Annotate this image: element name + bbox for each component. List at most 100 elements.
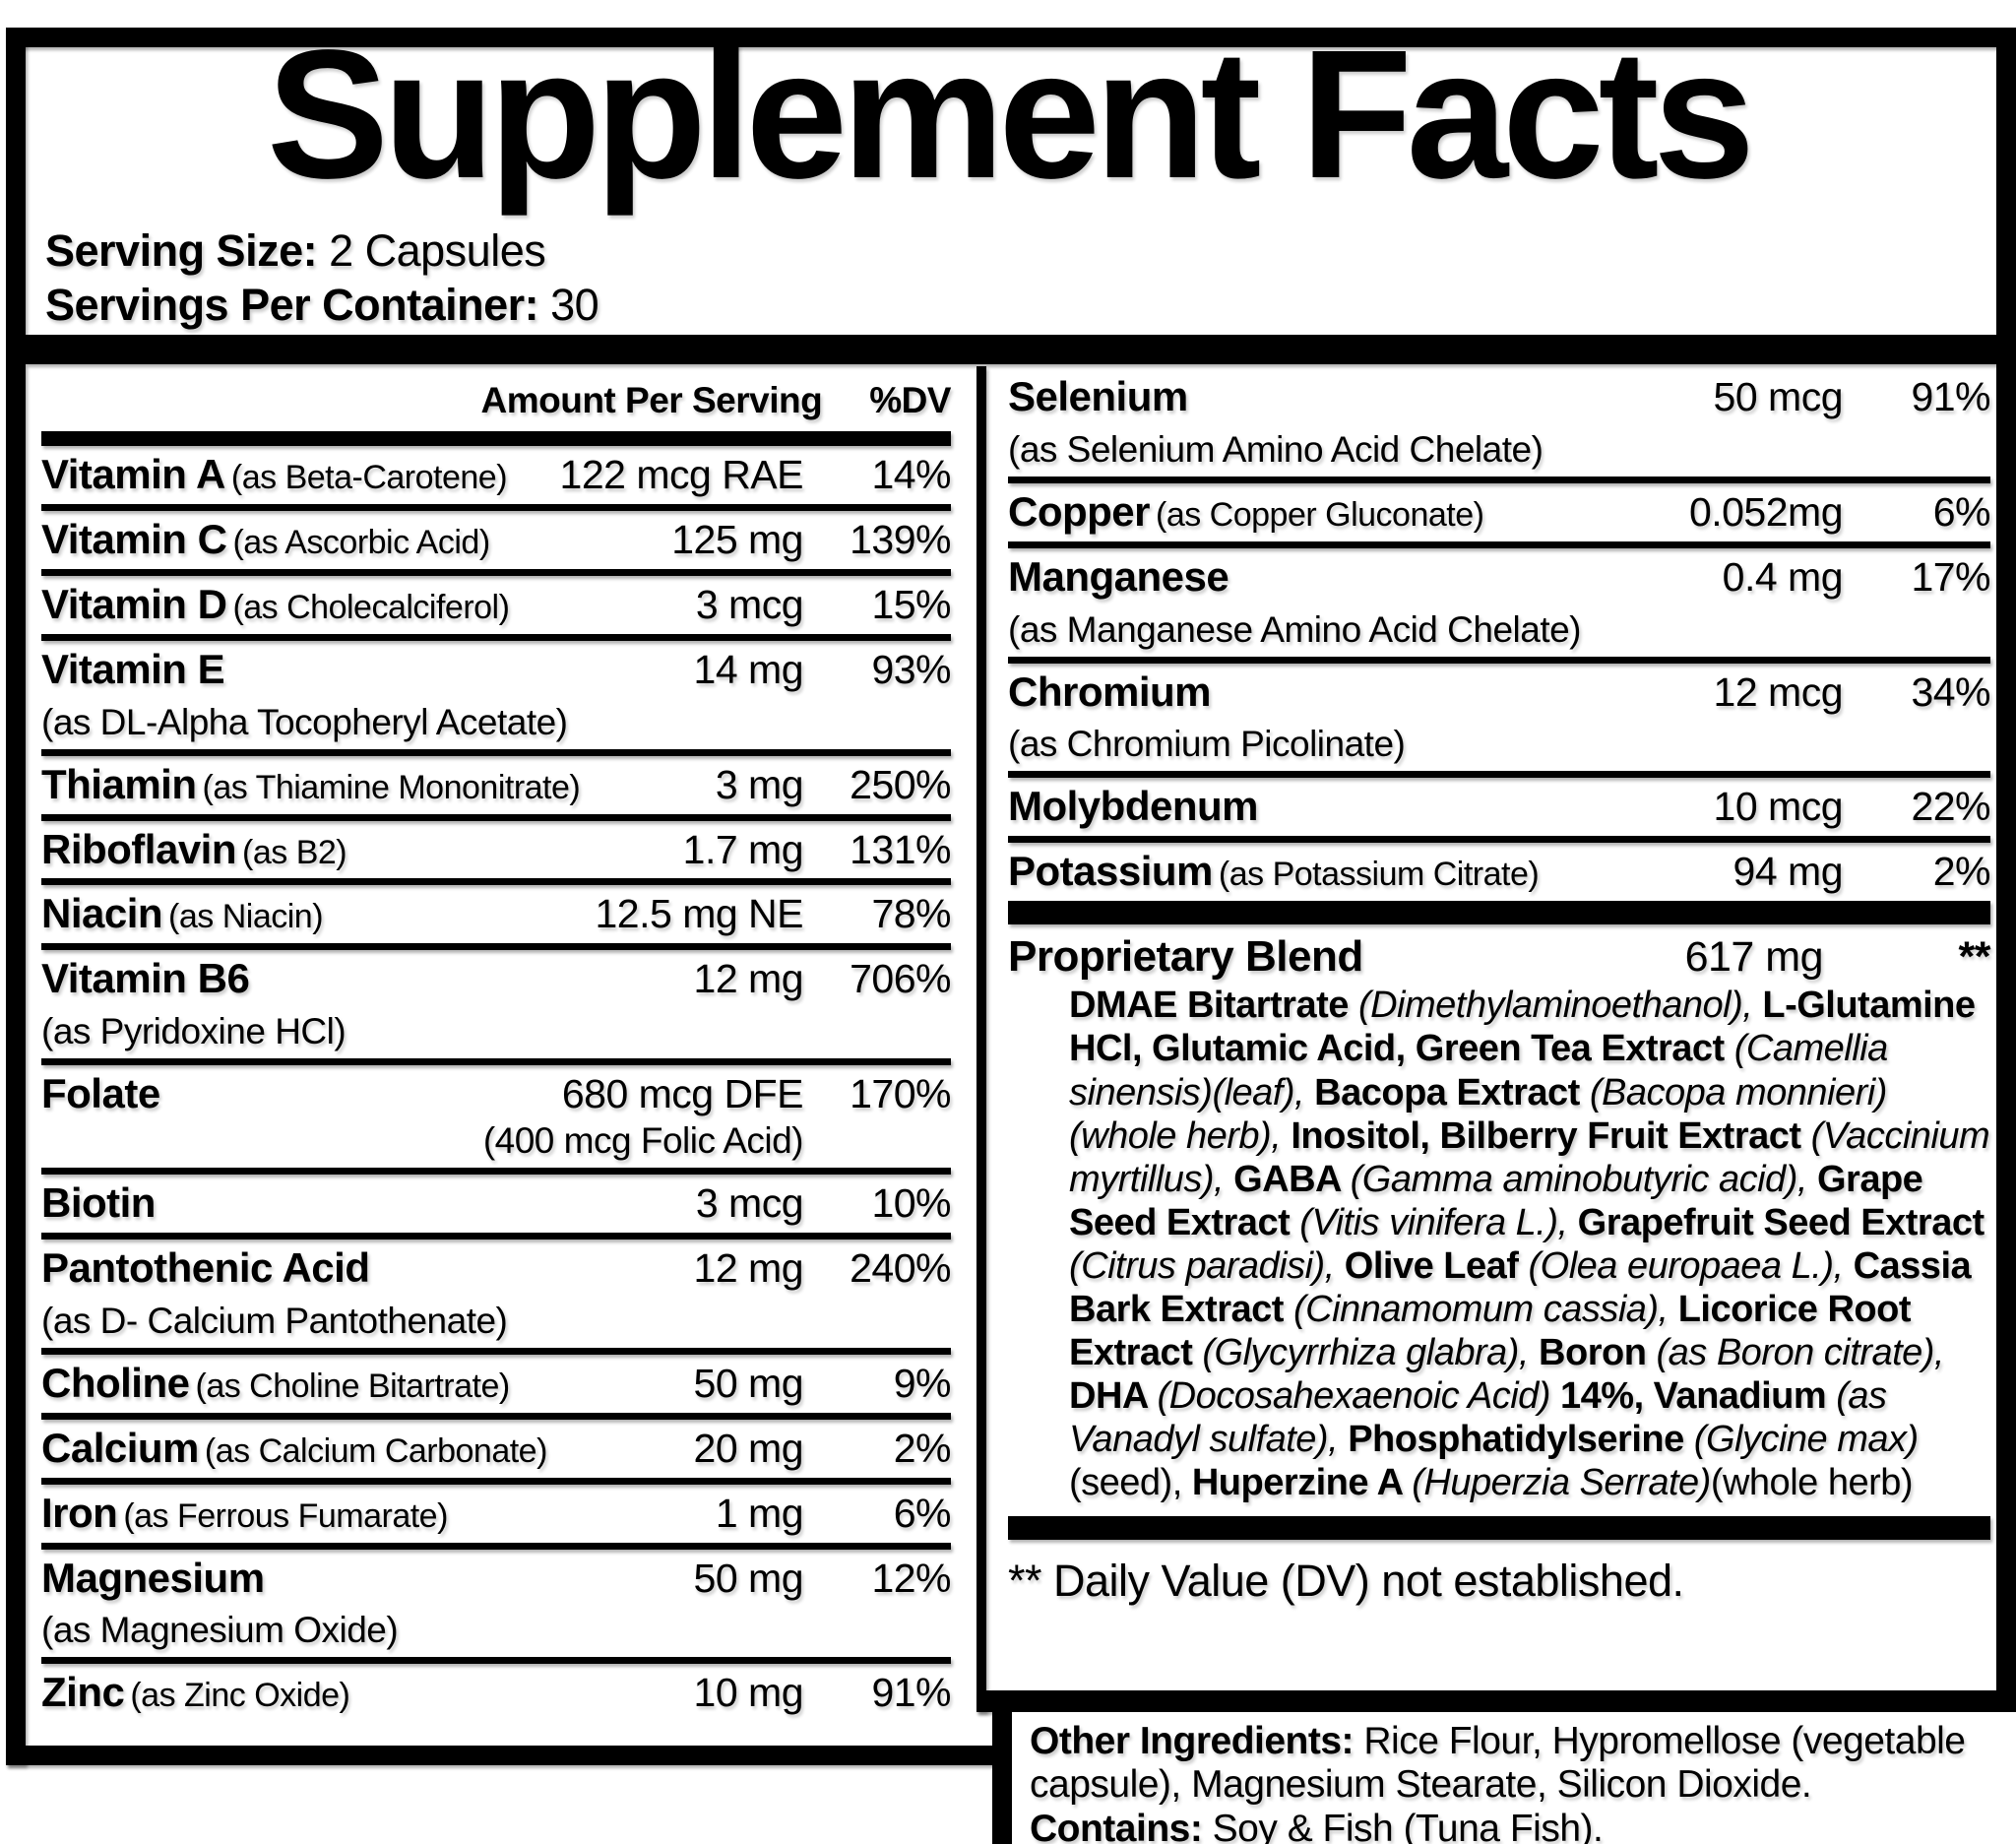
nutrient-amount-sub: (400 mcg Folic Acid) bbox=[482, 1120, 804, 1162]
nutrient-dv: 2% bbox=[1932, 849, 1991, 895]
nutrient-name: Thiamin bbox=[41, 760, 197, 807]
serving-size-label: Serving Size: bbox=[45, 225, 318, 276]
nutrient-dv: 10% bbox=[871, 1179, 951, 1226]
nutrient-dv: 91% bbox=[871, 1670, 951, 1716]
serving-info: Serving Size: 2 Capsules Servings Per Co… bbox=[45, 224, 599, 333]
contains-list: Soy & Fish (Tuna Fish). bbox=[1202, 1807, 1604, 1844]
row-divider bbox=[1008, 540, 1990, 548]
row-divider bbox=[1008, 771, 1990, 779]
row-divider bbox=[41, 1232, 951, 1240]
proprietary-blend-amount: 617 mg bbox=[1684, 933, 1824, 982]
nutrient-form: (as Beta-Carotene) bbox=[230, 459, 508, 496]
row-divider bbox=[41, 503, 951, 511]
nutrient-row-calcium: Calcium (as Calcium Carbonate) 20 mg 2% bbox=[41, 1420, 952, 1478]
blend-segment: (Dimethylaminoethanol), bbox=[1357, 985, 1763, 1027]
servings-per-container-value: 30 bbox=[538, 279, 599, 330]
right-column-bottom-bar bbox=[976, 1690, 2016, 1712]
nutrient-row-manganese: Manganese 0.4 mg 17% (as Manganese Amino A… bbox=[1008, 548, 1991, 657]
blend-segment: (Camellia sinensis)(leaf), bbox=[1069, 1028, 1888, 1113]
nutrient-amount: 12.5 mg NE bbox=[595, 891, 804, 937]
nutrient-form: (as Copper Gluconate) bbox=[1156, 495, 1484, 534]
nutrient-name: Magnesium bbox=[41, 1554, 265, 1601]
nutrient-form: (as Choline Bitartrate) bbox=[195, 1367, 511, 1405]
nutrient-amount: 94 mg bbox=[1732, 849, 1844, 895]
nutrient-name: Vitamin A bbox=[41, 451, 225, 497]
blend-segment: GABA bbox=[1233, 1158, 1351, 1200]
blend-segment: (Gamma aminobutyric acid), bbox=[1350, 1158, 1817, 1200]
nutrient-row-vitamin-e: Vitamin E 14 mg 93% (as DL-Alpha Tocophery… bbox=[41, 641, 952, 749]
dv-header: %DV bbox=[869, 380, 951, 420]
blend-segment: DHA bbox=[1069, 1375, 1158, 1418]
serving-size-row: Serving Size: 2 Capsules bbox=[45, 224, 598, 279]
nutrient-dv: 706% bbox=[850, 956, 951, 1002]
nutrient-dv: 131% bbox=[850, 826, 951, 872]
nutrient-dv: 12% bbox=[871, 1555, 951, 1601]
blend-segment: (Huperzia Serrate) bbox=[1412, 1462, 1711, 1504]
nutrient-row-potassium: Potassium (as Potassium Citrate) 94 mg 2% bbox=[1008, 843, 1991, 901]
nutrient-amount: 12 mcg bbox=[1713, 668, 1844, 715]
blend-segment: (Glycine max) bbox=[1693, 1419, 1919, 1461]
blend-segment: (Bacopa monnieri)(whole herb), bbox=[1069, 1071, 1887, 1157]
nutrient-name: Potassium bbox=[1008, 848, 1213, 895]
nutrient-amount: 0.4 mg bbox=[1722, 553, 1844, 600]
nutrient-dv: 22% bbox=[1911, 784, 1990, 830]
blend-segment: Grapefruit Seed Extract bbox=[1577, 1201, 1984, 1243]
blend-segment: (Cinnamomum cassia), bbox=[1292, 1288, 1678, 1330]
nutrient-name: Iron bbox=[41, 1489, 118, 1536]
nutrient-amount: 10 mg bbox=[693, 1670, 804, 1716]
blend-segment: Boron bbox=[1539, 1331, 1657, 1373]
blend-segment: (Docosahexaenoic Acid) bbox=[1157, 1375, 1561, 1418]
nutrient-amount: 125 mg bbox=[671, 516, 803, 562]
nutrient-amount: 3 mcg bbox=[695, 1179, 804, 1226]
nutrient-form: (as Cholecalciferol) bbox=[232, 588, 510, 626]
nutrient-amount: 1 mg bbox=[715, 1490, 804, 1536]
nutrient-form: (as Ferrous Fumarate) bbox=[123, 1496, 448, 1535]
nutrient-amount: 50 mcg bbox=[1713, 374, 1844, 419]
blend-segment: Licorice Root Extract bbox=[1069, 1288, 1912, 1373]
nutrient-dv: 9% bbox=[893, 1360, 952, 1406]
nutrient-form: (as B2) bbox=[242, 833, 347, 871]
nutrient-dv: 93% bbox=[871, 646, 951, 692]
blend-segment: Cassia Bark Extract bbox=[1069, 1244, 1972, 1330]
nutrient-row-niacin: Niacin (as Niacin) 12.5 mg NE 78% bbox=[41, 885, 952, 943]
nutrient-row-chromium: Chromium 12 mcg 34% (as Chromium Picolinat… bbox=[1008, 664, 1991, 772]
nutrient-row-zinc: Zinc (as Zinc Oxide) 10 mg 91% bbox=[41, 1664, 952, 1722]
nutrient-name: Manganese bbox=[1008, 552, 1229, 600]
nutrient-name: Choline bbox=[41, 1359, 190, 1406]
nutrient-form-sub: (as Pyridoxine HCl) bbox=[41, 1011, 346, 1052]
nutrient-row-thiamin: Thiamin (as Thiamine Mononitrate) 3 mg 250% bbox=[41, 756, 952, 814]
nutrient-name: Riboflavin bbox=[41, 825, 237, 872]
nutrient-dv: 14% bbox=[871, 452, 951, 497]
blend-segment: (seed), bbox=[1069, 1462, 1192, 1504]
nutrient-row-molybdenum: Molybdenum 10 mcg 22% bbox=[1008, 778, 1991, 836]
proprietary-blend-name: Proprietary Blend bbox=[1008, 932, 1363, 982]
nutrient-dv: 78% bbox=[871, 891, 951, 937]
row-divider bbox=[1008, 476, 1990, 483]
nutrient-name: Chromium bbox=[1008, 668, 1212, 715]
blend-segment: (Vaccinium myrtillus), bbox=[1069, 1114, 1990, 1200]
dv-footnote: ** Daily Value (DV) not established. bbox=[1008, 1556, 1684, 1607]
nutrient-amount: 10 mcg bbox=[1713, 784, 1844, 830]
blend-segment: (as Boron citrate), bbox=[1656, 1331, 1944, 1373]
blend-segment: 14%, Vanadium bbox=[1560, 1375, 1837, 1418]
blend-segment: Phosphatidylserine bbox=[1348, 1419, 1694, 1461]
label-border-right bbox=[1996, 28, 2016, 1713]
label-border-top bbox=[6, 28, 2016, 47]
row-divider bbox=[41, 1058, 951, 1066]
header-underline-bar bbox=[41, 431, 951, 446]
nutrient-name: Calcium bbox=[41, 1424, 199, 1471]
nutrient-amount: 50 mg bbox=[693, 1555, 804, 1601]
nutrient-dv: 170% bbox=[850, 1071, 951, 1117]
nutrient-form-sub: (as Magnesium Oxide) bbox=[41, 1610, 399, 1651]
footnote-section-bar bbox=[1008, 1516, 1990, 1541]
left-column: Amount Per Serving %DV Vitamin A (as Beta… bbox=[26, 368, 952, 1722]
nutrient-dv: 34% bbox=[1911, 668, 1990, 715]
other-ingredients-text: Other Ingredients: Rice Flour, Hypromell… bbox=[1030, 1720, 2008, 1808]
amount-per-serving-header: Amount Per Serving bbox=[480, 380, 823, 420]
blend-segment: Olive Leaf bbox=[1344, 1244, 1529, 1287]
nutrient-amount: 12 mg bbox=[693, 956, 804, 1002]
nutrient-row-folate: Folate 680 mcg DFE 170% (400 mcg Folic Aci… bbox=[41, 1065, 952, 1168]
nutrient-name: Selenium bbox=[1008, 373, 1188, 419]
row-divider bbox=[1008, 656, 1990, 664]
